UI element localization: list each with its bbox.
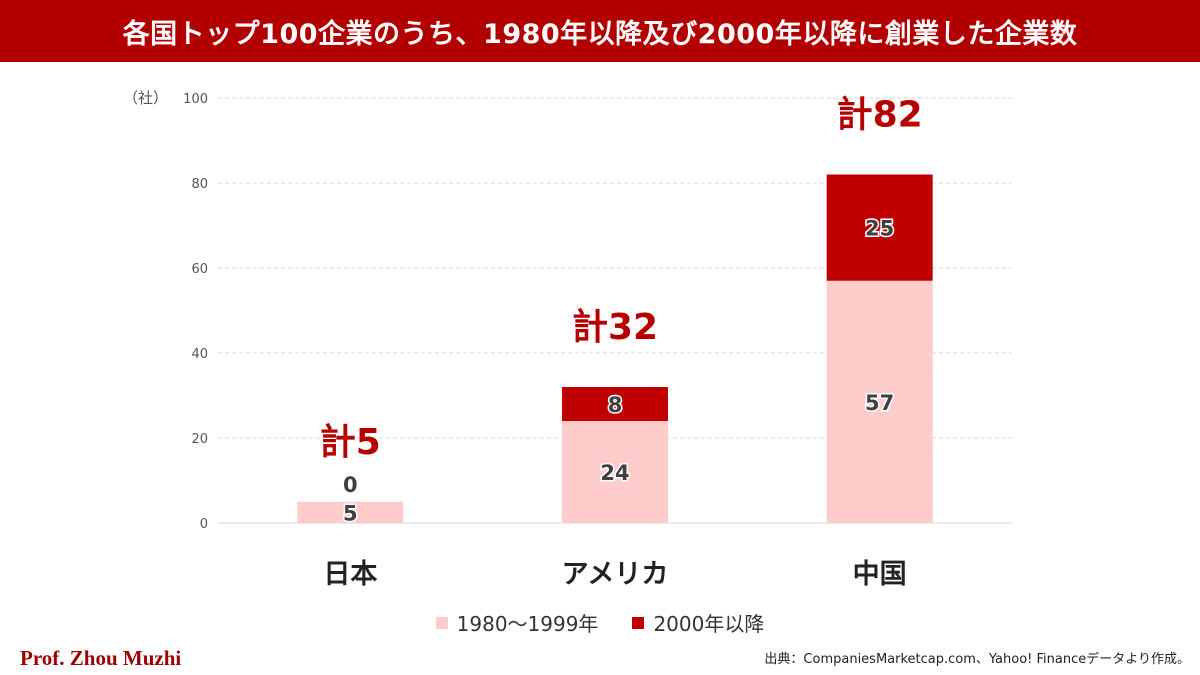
legend-label-2000-later: 2000年以降 [653, 612, 765, 636]
author-credit: Prof. Zhou Muzhi [20, 646, 182, 670]
total-label-japan: 計5 [320, 422, 381, 463]
bar-usa-2000-later [562, 387, 668, 421]
data-label-japan-1980-1999: 5 [343, 501, 358, 525]
y-tick-label-60: 60 [191, 262, 208, 277]
source-note: 出典：CompaniesMarketcap.com、Yahoo! Finance… [764, 652, 1190, 667]
legend-item-2000-later: 2000年以降 [632, 608, 764, 637]
x-tick-label-japan: 日本 [323, 559, 377, 590]
total-label-usa: 計32 [572, 307, 658, 348]
data-label-usa-2000-later: 8 [608, 393, 623, 417]
legend-swatch-1980-1999 [435, 616, 448, 629]
bar-japan-1980-1999 [297, 501, 404, 523]
bar-china-2000-later [826, 174, 933, 281]
x-tick-label-usa: アメリカ [562, 559, 669, 590]
data-label-china-2000-later: 25 [865, 217, 894, 241]
data-label-japan-2000-later: 0 [343, 473, 358, 497]
legend-label-1980-1999: 1980〜1999年 [456, 612, 599, 636]
legend-swatch-2000-later [632, 616, 645, 629]
data-label-usa-1980-1999: 24 [600, 461, 629, 485]
data-label-china-1980-1999: 57 [865, 391, 894, 415]
chart-title: 各国トップ100企業のうち、1980年以降及び2000年以降に創業した企業数 [0, 0, 1200, 62]
legend: 1980〜1999年 2000年以降 [0, 608, 1200, 637]
bar-usa-1980-1999 [562, 421, 668, 523]
y-tick-label-100: 100 [183, 92, 208, 107]
legend-item-1980-1999: 1980〜1999年 [435, 608, 599, 637]
y-tick-label-80: 80 [191, 177, 208, 192]
y-tick-label-20: 20 [191, 432, 208, 447]
y-tick-label-40: 40 [191, 347, 208, 362]
stacked-bar-chart: 0 20 40 60 80 100 （社） 5 0 計5 日本 24 8 計32 アメリカ 57 25 計82 中国 [123, 89, 1012, 590]
y-unit-label: （社） [123, 89, 168, 107]
bar-china-1980-1999 [826, 280, 933, 523]
total-label-china: 計82 [837, 95, 923, 136]
x-tick-label-china: 中国 [853, 559, 907, 590]
y-tick-label-0: 0 [200, 517, 208, 532]
